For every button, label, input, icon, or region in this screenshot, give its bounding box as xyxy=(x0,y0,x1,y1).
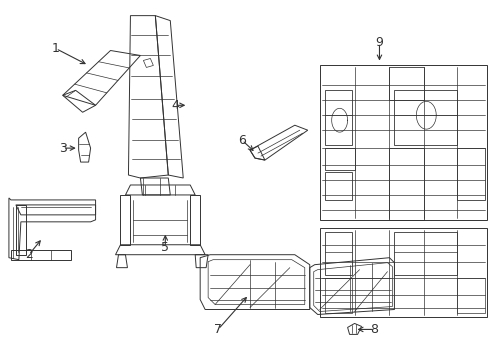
Text: 1: 1 xyxy=(52,42,60,55)
Text: 4: 4 xyxy=(171,99,179,112)
Text: 6: 6 xyxy=(238,134,245,147)
Text: 7: 7 xyxy=(214,323,222,336)
Text: 9: 9 xyxy=(375,36,383,49)
Text: 2: 2 xyxy=(25,248,33,261)
Text: 5: 5 xyxy=(161,241,169,254)
Text: 8: 8 xyxy=(370,323,378,336)
Text: 3: 3 xyxy=(59,141,66,155)
